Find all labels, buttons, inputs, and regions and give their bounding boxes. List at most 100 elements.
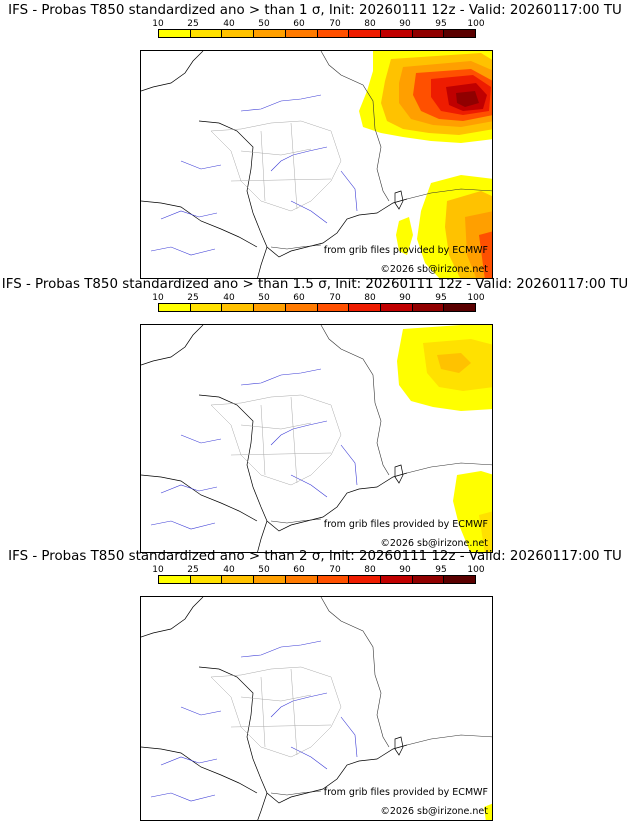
colorbar-label: 10 (152, 565, 164, 575)
colorbar-segment (254, 304, 286, 311)
colorbar-segment (380, 304, 413, 311)
coastlines (141, 597, 408, 820)
colorbar-segment (444, 304, 476, 311)
colorbar-segment (349, 304, 381, 311)
panel-title: IFS - Probas T850 standardized ano > tha… (8, 549, 622, 564)
colorbar-label: 70 (329, 293, 341, 303)
colorbar-segment (285, 576, 318, 583)
colorbar-label: 40 (223, 565, 235, 575)
credit-copyright: ©2026 sb@irizone.net (380, 806, 488, 817)
credit-copyright: ©2026 sb@irizone.net (380, 538, 488, 549)
colorbar-segment (412, 304, 445, 311)
colorbar-label: 25 (187, 293, 199, 303)
colorbar-label: 50 (258, 293, 270, 303)
colorbar-segment (317, 30, 350, 37)
colorbar-label: 95 (435, 293, 447, 303)
colorbar (158, 29, 476, 38)
map-graphic (141, 325, 492, 552)
colorbar-label: 60 (293, 565, 305, 575)
colorbar-segment (412, 30, 445, 37)
colorbar-label: 100 (467, 565, 485, 575)
colorbar-segment (222, 304, 255, 311)
colorbar-segment (159, 576, 191, 583)
national-borders (270, 325, 492, 524)
credit-source: from grib files provided by ECMWF (323, 245, 488, 256)
colorbar (158, 303, 476, 312)
panel-1sigma: IFS - Probas T850 standardized ano > tha… (0, 2, 630, 279)
credit-source: from grib files provided by ECMWF (323, 519, 488, 530)
colorbar-label: 40 (223, 293, 235, 303)
colorbar-label: 80 (364, 19, 376, 29)
colorbar-segment (380, 30, 413, 37)
colorbar-segment (412, 576, 445, 583)
colorbar-labels: 10 25 40 50 60 70 80 90 95 100 (152, 19, 484, 29)
rivers (150, 368, 358, 530)
colorbar-label: 60 (293, 19, 305, 29)
map-graphic (141, 597, 492, 820)
map-graphic (141, 51, 492, 278)
colorbar-segment (190, 30, 223, 37)
probability-shading (397, 325, 492, 552)
colorbar-segment (190, 576, 223, 583)
colorbar-label: 90 (399, 565, 411, 575)
probability-map: from grib files provided by ECMWF ©2026 … (140, 596, 493, 821)
coastlines (141, 51, 408, 278)
colorbar-segment (285, 30, 318, 37)
colorbar-label: 95 (435, 19, 447, 29)
national-borders (270, 597, 492, 796)
panel-1-5sigma: IFS - Probas T850 standardized ano > tha… (0, 276, 630, 553)
colorbar-segment (254, 576, 286, 583)
rivers (150, 640, 358, 802)
panel-title: IFS - Probas T850 standardized ano > tha… (1, 277, 629, 292)
colorbar-label: 10 (152, 19, 164, 29)
colorbar-segment (380, 576, 413, 583)
probability-shading (359, 51, 492, 278)
corsica-outline (394, 464, 404, 484)
colorbar-segment (444, 576, 476, 583)
colorbar-label: 100 (467, 293, 485, 303)
colorbar-label: 90 (399, 19, 411, 29)
credit-copyright: ©2026 sb@irizone.net (380, 264, 488, 275)
probability-map: from grib files provided by ECMWF ©2026 … (140, 50, 493, 279)
credit-source: from grib files provided by ECMWF (323, 787, 488, 798)
colorbar-labels: 10 25 40 50 60 70 80 90 95 100 (152, 293, 484, 303)
colorbar-segment (285, 304, 318, 311)
colorbar-label: 80 (364, 293, 376, 303)
colorbar-label: 70 (329, 19, 341, 29)
colorbar-segment (317, 576, 350, 583)
colorbar-segment (254, 30, 286, 37)
colorbar-label: 25 (187, 19, 199, 29)
corsica-outline (394, 736, 404, 756)
colorbar-segment (222, 576, 255, 583)
colorbar-segment (222, 30, 255, 37)
colorbar-label: 80 (364, 565, 376, 575)
probability-map: from grib files provided by ECMWF ©2026 … (140, 324, 493, 553)
colorbar-label: 100 (467, 19, 485, 29)
departement-borders (210, 394, 342, 486)
colorbar-segment (444, 30, 476, 37)
coastlines (141, 325, 408, 552)
colorbar-label: 95 (435, 565, 447, 575)
colorbar-label: 60 (293, 293, 305, 303)
colorbar-label: 50 (258, 19, 270, 29)
departement-borders (210, 666, 342, 758)
colorbar-segment (159, 304, 191, 311)
colorbar-segment (349, 576, 381, 583)
colorbar-label: 90 (399, 293, 411, 303)
panel-title: IFS - Probas T850 standardized ano > tha… (8, 3, 622, 18)
rivers (150, 94, 358, 256)
colorbar-segment (159, 30, 191, 37)
panel-2sigma: IFS - Probas T850 standardized ano > tha… (0, 548, 630, 824)
departement-borders (210, 120, 342, 212)
corsica-outline (394, 190, 404, 210)
colorbar-segment (349, 30, 381, 37)
colorbar-segment (190, 304, 223, 311)
colorbar-label: 50 (258, 565, 270, 575)
colorbar-labels: 10 25 40 50 60 70 80 90 95 100 (152, 565, 484, 575)
colorbar-label: 25 (187, 565, 199, 575)
national-borders (270, 51, 492, 250)
colorbar (158, 575, 476, 584)
probability-shading (484, 803, 492, 820)
colorbar-label: 40 (223, 19, 235, 29)
colorbar-label: 70 (329, 565, 341, 575)
